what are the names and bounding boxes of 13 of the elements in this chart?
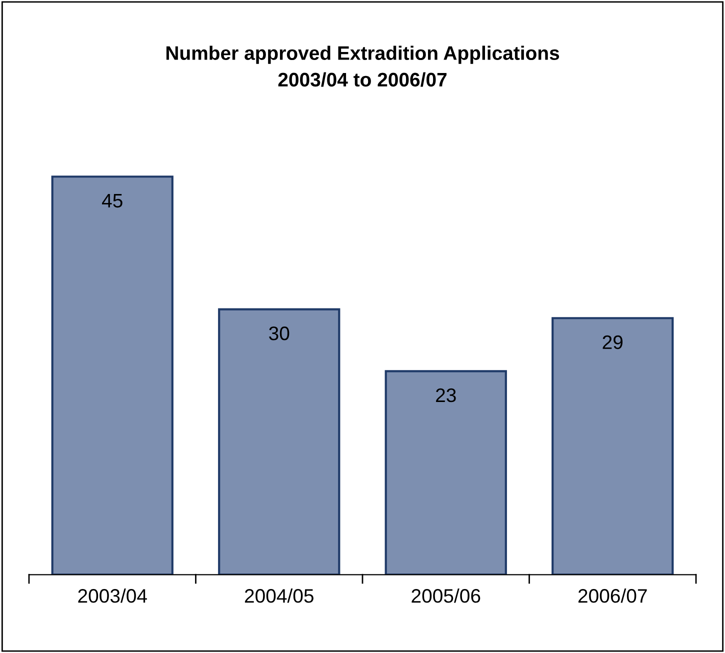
- chart-title: Number approved Extradition Applications 2003/04 to 2006/07: [166, 46, 560, 87]
- x-tick-label: 2003/04: [78, 588, 147, 603]
- bar: [51, 176, 174, 575]
- data-label: 23: [436, 388, 456, 402]
- x-tick-label: 2005/06: [412, 588, 480, 603]
- data-label: 29: [602, 335, 623, 350]
- data-label: 30: [269, 326, 290, 340]
- x-tick-label: 2004/05: [244, 588, 314, 603]
- bar: [218, 308, 340, 575]
- data-label: 45: [102, 194, 122, 208]
- bar: [384, 370, 507, 575]
- x-tick-label: 2006/07: [578, 588, 647, 603]
- bar: [552, 317, 674, 575]
